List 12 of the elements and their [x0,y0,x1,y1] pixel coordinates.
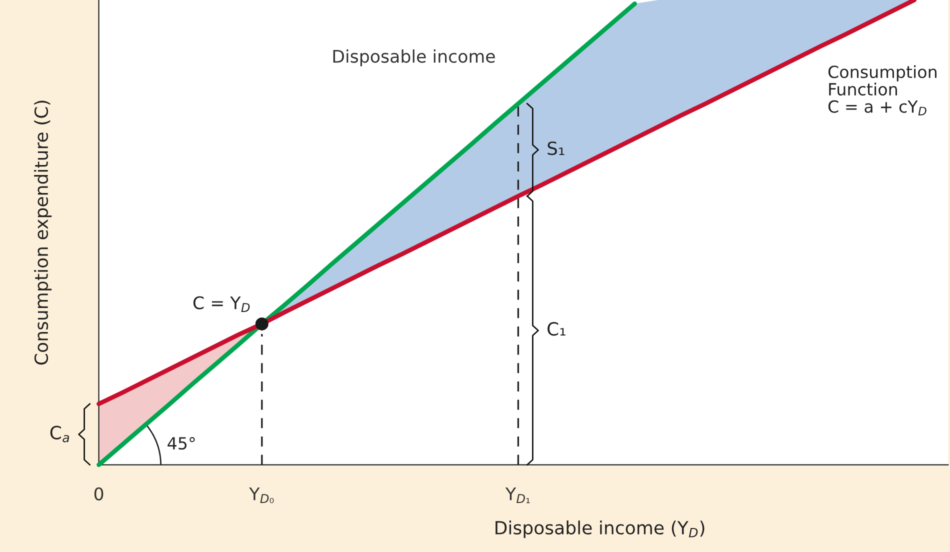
x-tick-label: Y$_{D₀}$ [249,488,274,504]
x-axis-title: Disposable income (Y$_{D}$) [496,520,704,538]
x-tick-label: 0 [94,487,104,500]
annotation: C = Y$_{D}$ [193,296,250,312]
x-tick-label: Y$_{D₁}$ [505,488,530,504]
text: C$_{a}$ [50,426,70,442]
annotation: S₁ [548,141,564,156]
y-axis-title: Consumption expenditure (C) [34,100,52,365]
series-label: Consumption Function C = a + cY$_{D}$ [828,65,936,116]
text: Disposable income [333,49,495,66]
annotation: 45° [168,437,195,450]
annotation: C₁ [548,322,566,336]
